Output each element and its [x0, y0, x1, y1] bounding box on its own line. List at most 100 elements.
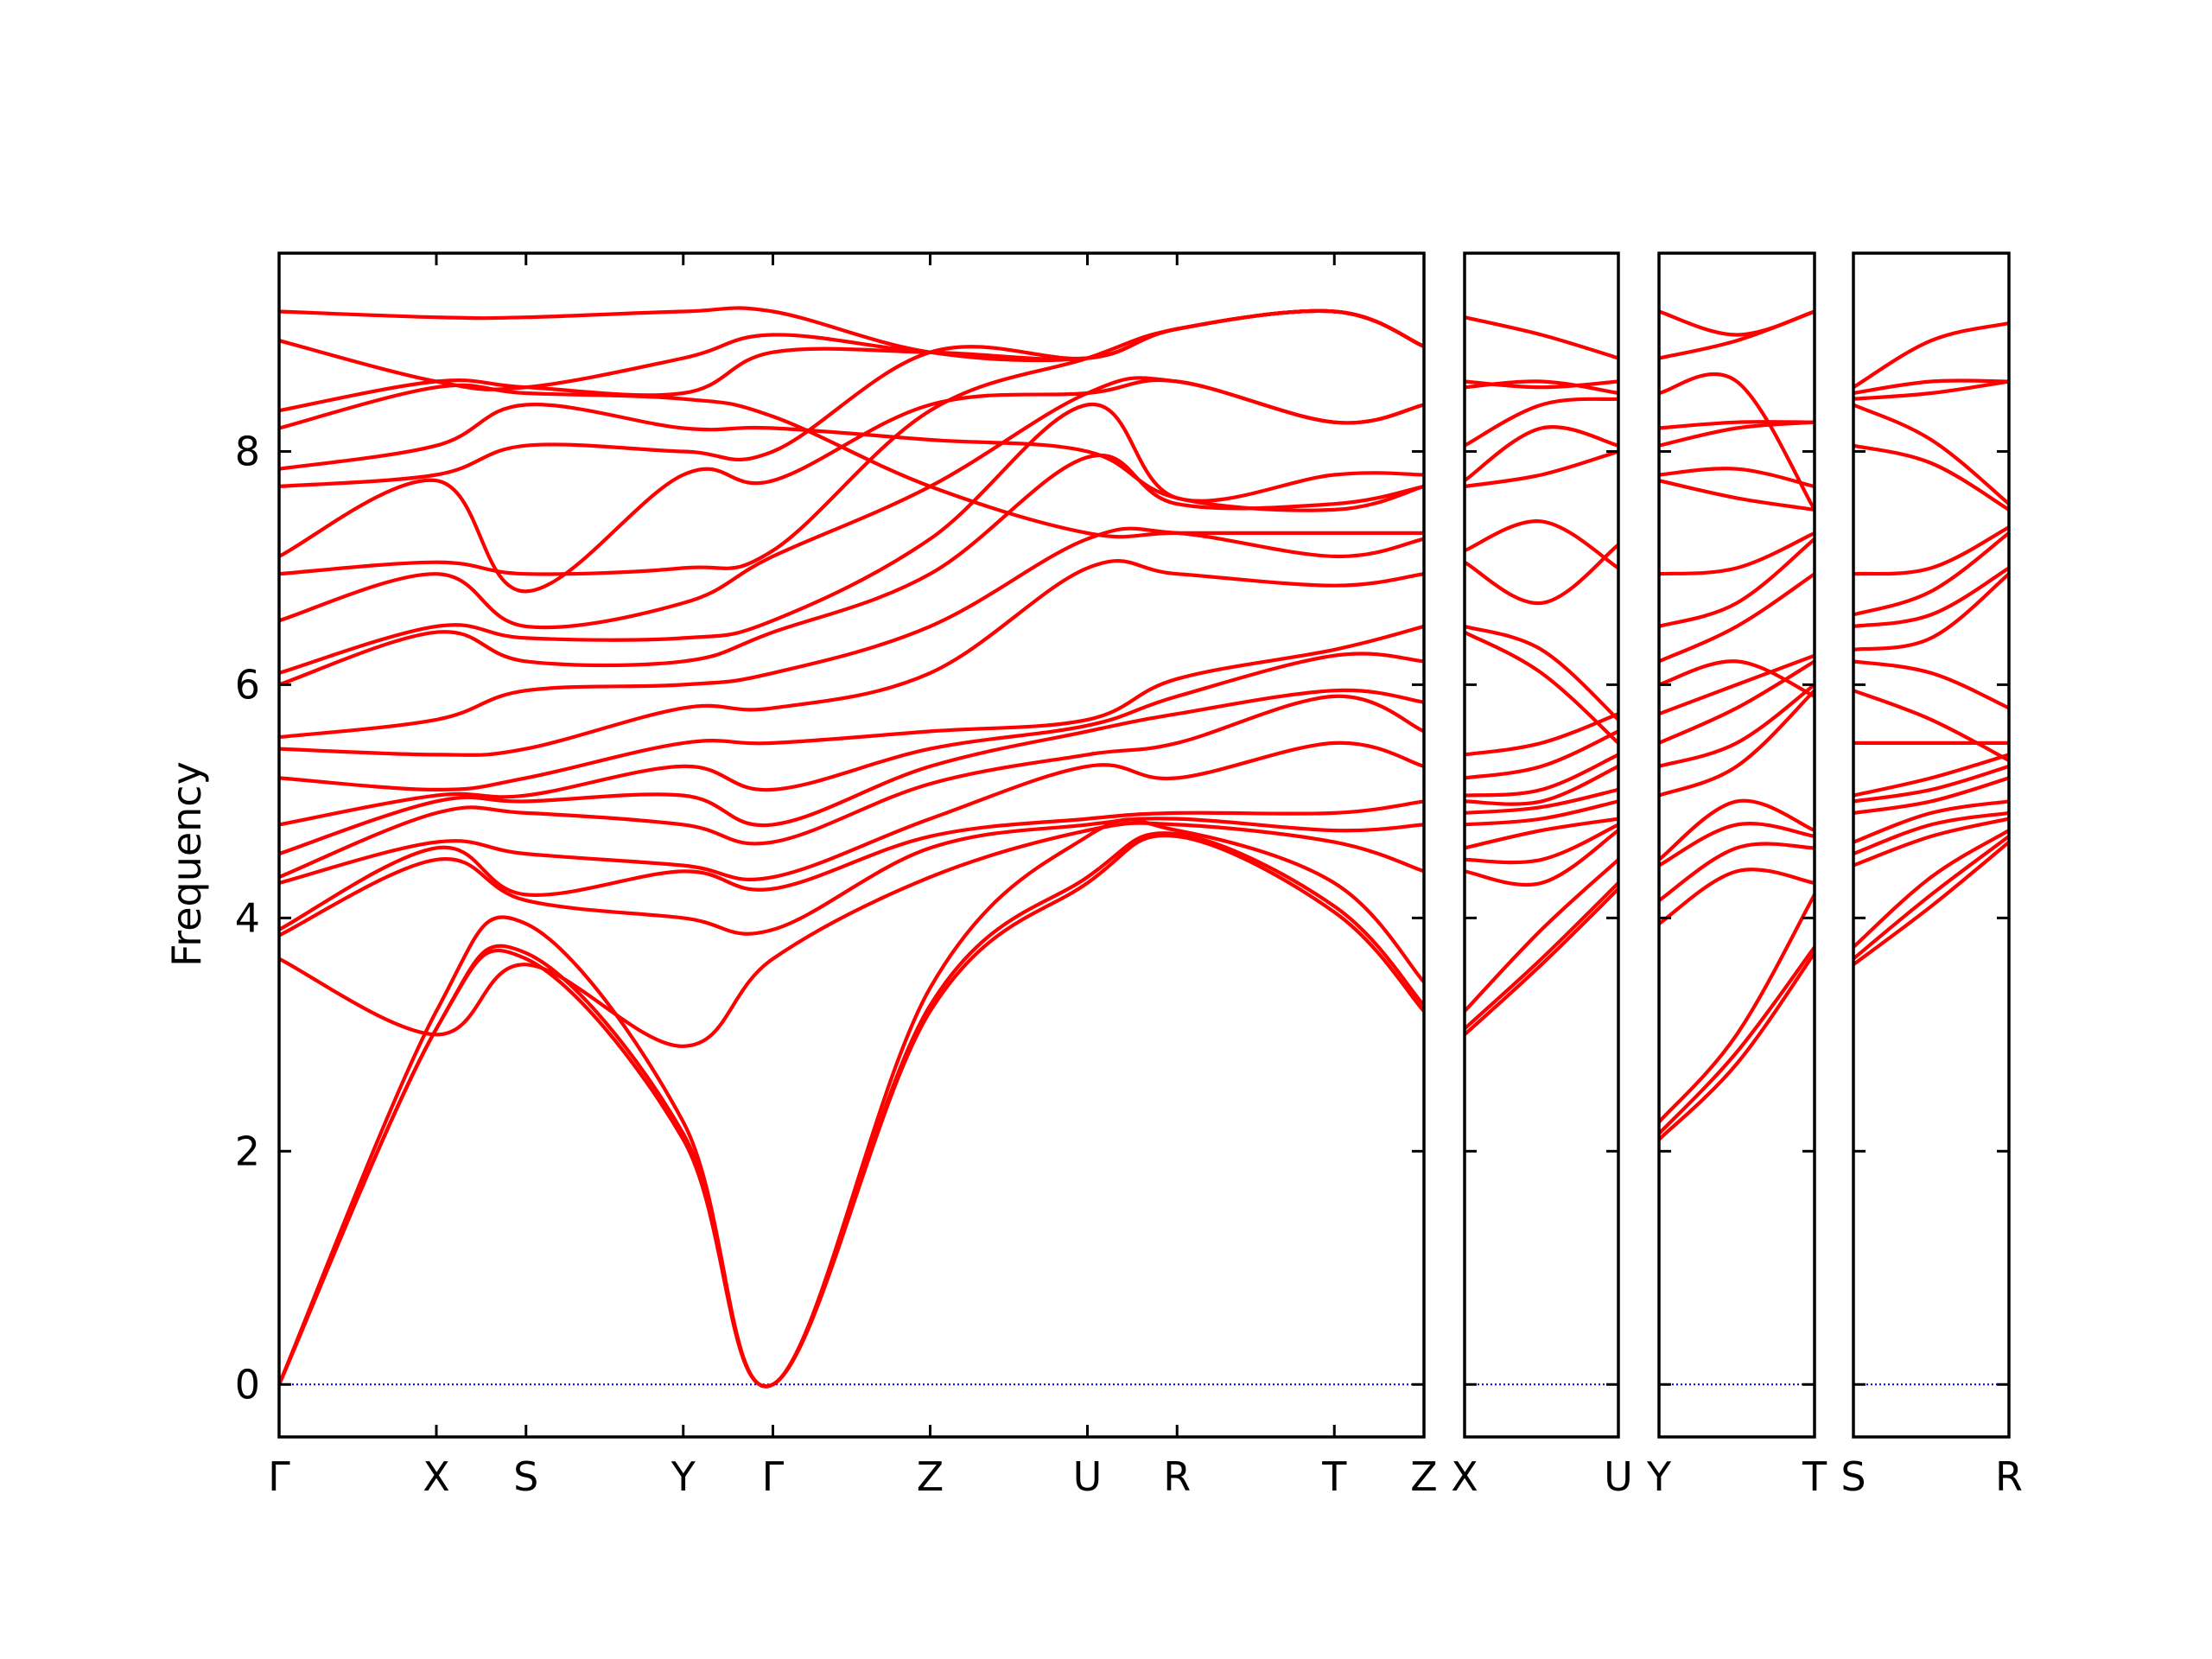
- band-line: [279, 741, 1424, 885]
- band-line: [1853, 835, 2009, 961]
- band-line: [1853, 764, 2009, 804]
- band-line: [1465, 858, 1618, 1013]
- band-line: [1659, 531, 1815, 576]
- panel-p2-frame: [1463, 251, 1620, 1439]
- y-tick-label: 0: [235, 1361, 260, 1408]
- panel-p3-frame: [1657, 251, 1816, 1439]
- band-line: [1853, 379, 2009, 401]
- band-line: [1853, 403, 2009, 505]
- band-line: [1465, 799, 1618, 827]
- band-line: [1465, 764, 1618, 806]
- x-tick-label: Z: [917, 1453, 944, 1500]
- x-tick-label: S: [513, 1453, 538, 1500]
- band-line: [1465, 379, 1618, 390]
- band-line: [1465, 829, 1618, 887]
- x-tick-label: T: [1321, 1453, 1347, 1500]
- panel-p4-frame: [1852, 251, 2011, 1439]
- frames-layer: [277, 251, 2011, 1439]
- band-line: [1853, 566, 2009, 628]
- band-line: [1659, 842, 1815, 902]
- band-line: [1465, 712, 1618, 757]
- band-line: [1853, 443, 2009, 512]
- panel-p3-bands: [1659, 309, 1815, 1386]
- band-line: [1853, 829, 2009, 949]
- band-line: [1465, 887, 1618, 1036]
- band-line: [1853, 840, 2009, 966]
- band-line: [1465, 630, 1618, 745]
- band-line: [279, 831, 1424, 1389]
- band-line: [1659, 467, 1815, 489]
- x-tick-label: S: [1840, 1453, 1866, 1500]
- band-line: [1853, 525, 2009, 576]
- band-line: [1465, 817, 1618, 850]
- x-tick-label: Z: [1410, 1453, 1438, 1500]
- x-tick-label: Γ: [268, 1453, 290, 1500]
- panel-p4-bands: [1853, 321, 2009, 1386]
- band-line: [1659, 309, 1815, 337]
- band-line: [279, 526, 1424, 740]
- band-line: [1465, 379, 1618, 396]
- band-line: [1465, 397, 1618, 448]
- band-line: [1465, 787, 1618, 815]
- band-line: [1659, 798, 1815, 861]
- band-line: [1659, 659, 1815, 698]
- band-line: [1465, 823, 1618, 865]
- band-line: [1659, 479, 1815, 512]
- band-line: [1465, 425, 1618, 482]
- band-line: [1465, 881, 1618, 1031]
- band-line: [1853, 810, 2009, 856]
- x-tick-label: U: [1604, 1453, 1633, 1500]
- x-tick-label: U: [1073, 1453, 1103, 1500]
- band-line: [1853, 321, 2009, 390]
- band-line: [1853, 799, 2009, 844]
- band-line: [279, 383, 1424, 539]
- band-line: [279, 378, 1424, 594]
- band-line: [1659, 653, 1815, 716]
- band-line: [1659, 951, 1815, 1141]
- band-line: [1659, 868, 1815, 925]
- band-line: [1465, 624, 1618, 721]
- band-line: [1853, 689, 2009, 762]
- band-line: [279, 688, 1424, 856]
- band-line: [1659, 420, 1815, 430]
- bands-layer: [279, 306, 2009, 1389]
- band-line: [279, 403, 1424, 512]
- x-tick-label: R: [1163, 1453, 1191, 1500]
- panel-p1-frame: [277, 251, 1426, 1439]
- x-tick-label: T: [1802, 1453, 1827, 1500]
- band-line: [279, 694, 1424, 880]
- band-line: [1659, 893, 1815, 1123]
- band-line: [1853, 572, 2009, 652]
- band-line: [1853, 776, 2009, 815]
- x-tick-label: Y: [671, 1453, 696, 1500]
- band-line: [1659, 945, 1815, 1135]
- y-tick-label: 6: [235, 661, 260, 708]
- band-line: [1853, 531, 2009, 617]
- band-line: [1659, 372, 1815, 511]
- band-line: [1659, 659, 1815, 745]
- y-tick-label: 8: [235, 428, 260, 474]
- band-line: [1465, 449, 1618, 489]
- x-tick-label: Y: [1646, 1453, 1672, 1500]
- panel-p1-bands: [279, 306, 1424, 1389]
- x-tick-label: R: [1995, 1453, 2023, 1500]
- band-line: [1465, 519, 1618, 570]
- band-line: [279, 403, 1424, 675]
- band-line: [279, 624, 1424, 791]
- panel-p2-bands: [1465, 315, 1618, 1386]
- band-line: [279, 308, 1424, 413]
- band-line: [1465, 315, 1618, 360]
- band-line: [279, 652, 1424, 827]
- band-line: [1465, 729, 1618, 780]
- band-line: [1659, 689, 1815, 798]
- band-line: [279, 376, 1424, 630]
- band-line: [279, 453, 1424, 687]
- band-line: [279, 817, 1424, 1389]
- band-line: [1853, 753, 2009, 798]
- band-line: [1659, 683, 1815, 768]
- band-line: [1465, 753, 1618, 798]
- band-line: [279, 306, 1424, 363]
- y-tick-label: 4: [235, 894, 260, 941]
